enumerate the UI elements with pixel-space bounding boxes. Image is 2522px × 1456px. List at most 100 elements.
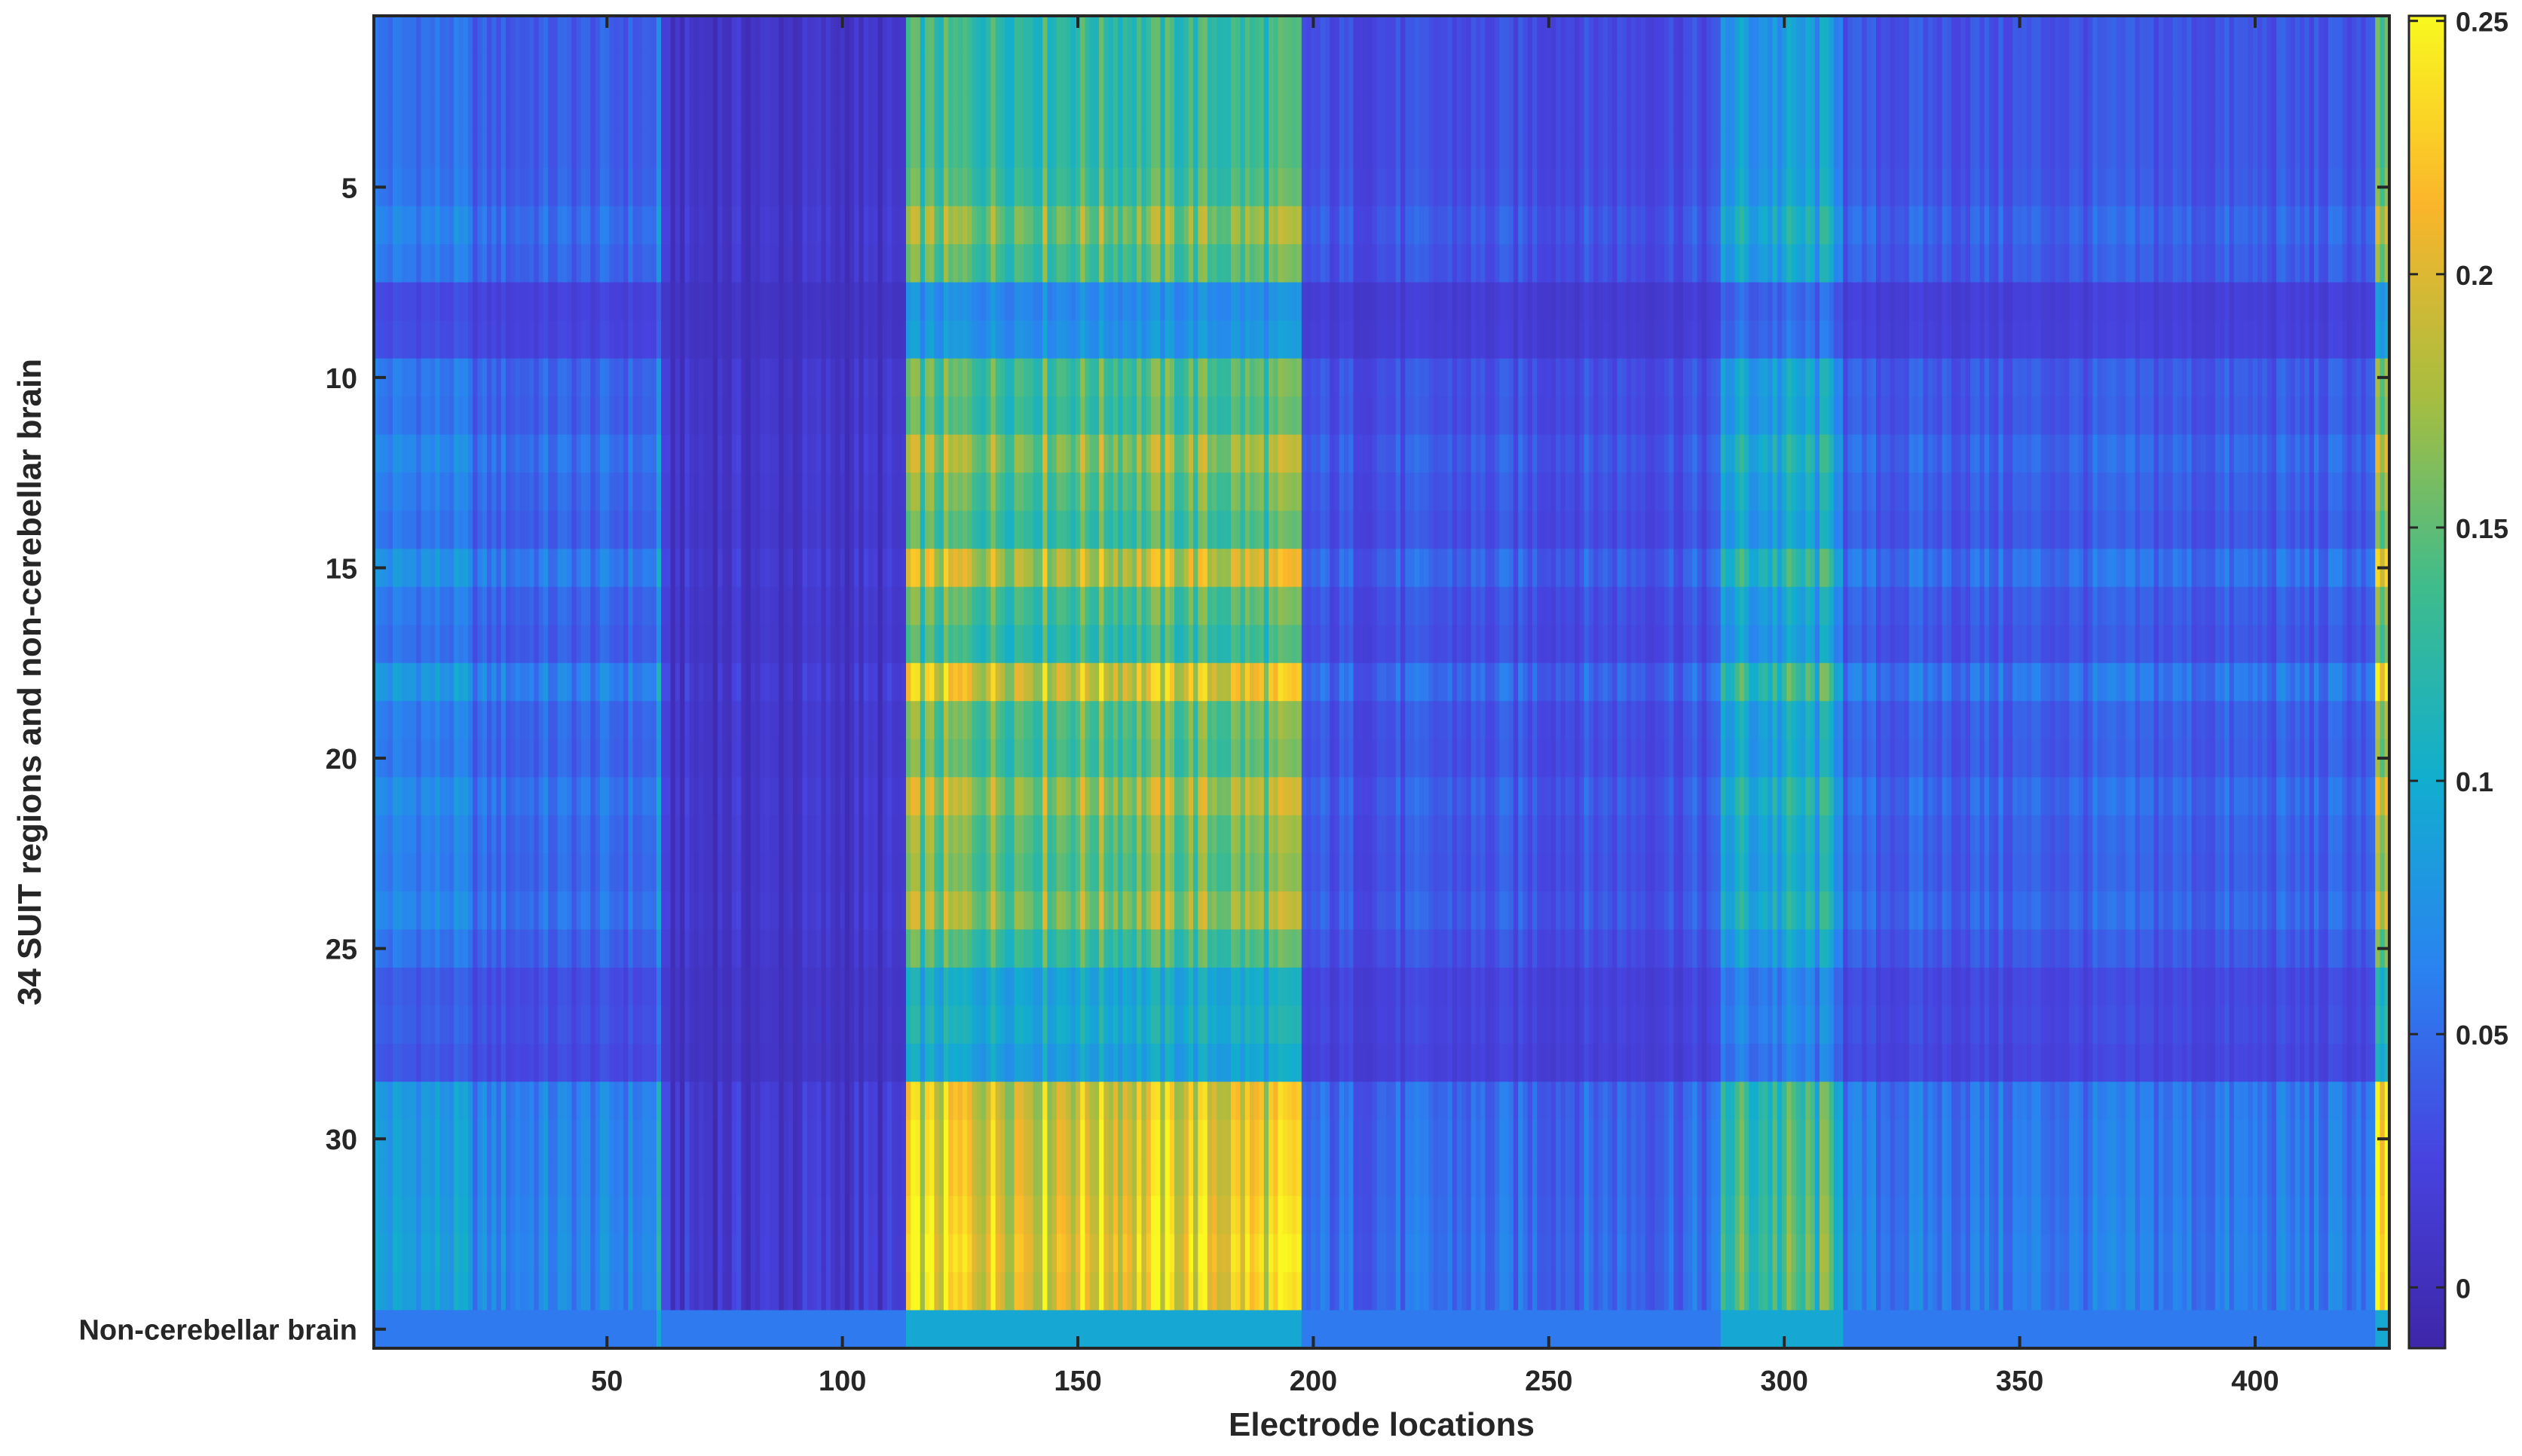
heatmap-cell bbox=[675, 701, 681, 740]
heatmap-cell bbox=[901, 967, 907, 1006]
heatmap-cell bbox=[680, 701, 685, 740]
heatmap-cell bbox=[609, 244, 615, 283]
heatmap-cell bbox=[779, 1271, 785, 1311]
heatmap-cell bbox=[854, 130, 860, 169]
heatmap-cell bbox=[760, 206, 766, 245]
heatmap-cell bbox=[397, 92, 403, 131]
heatmap-cell bbox=[693, 853, 699, 892]
heatmap-cell bbox=[806, 320, 813, 359]
heatmap-cell bbox=[825, 206, 831, 245]
heatmap-cell bbox=[392, 701, 398, 740]
heatmap-cell bbox=[609, 1271, 615, 1311]
heatmap-cell bbox=[500, 549, 507, 588]
heatmap-cell bbox=[722, 549, 728, 588]
heatmap-cell bbox=[618, 739, 624, 778]
heatmap-cell bbox=[637, 967, 643, 1006]
heatmap-cell bbox=[769, 625, 775, 664]
heatmap-cell bbox=[915, 1005, 921, 1045]
heatmap-cell bbox=[397, 244, 403, 283]
heatmap-cell bbox=[439, 1310, 445, 1349]
heatmap-cell bbox=[454, 473, 460, 512]
heatmap-cell bbox=[595, 320, 601, 359]
heatmap-cell bbox=[948, 662, 954, 702]
heatmap-cell bbox=[995, 815, 1001, 854]
heatmap-cell bbox=[623, 92, 629, 131]
heatmap-cell bbox=[1009, 1310, 1015, 1349]
heatmap-cell bbox=[387, 510, 393, 549]
heatmap-cell bbox=[962, 54, 968, 93]
heatmap-cell bbox=[543, 891, 549, 930]
heatmap-cell bbox=[1042, 891, 1048, 930]
heatmap-cell bbox=[689, 1195, 695, 1235]
heatmap-cell bbox=[703, 853, 709, 892]
heatmap-cell bbox=[623, 1195, 629, 1235]
heatmap-cell bbox=[590, 929, 596, 968]
heatmap-cell bbox=[816, 1195, 822, 1235]
heatmap-cell bbox=[986, 206, 992, 245]
heatmap-cell bbox=[882, 625, 888, 664]
heatmap-cell bbox=[812, 244, 817, 283]
heatmap-cell bbox=[783, 92, 789, 131]
heatmap-cell bbox=[378, 1081, 384, 1121]
heatmap-cell bbox=[793, 739, 798, 778]
heatmap-cell bbox=[741, 891, 747, 930]
heatmap-cell bbox=[703, 815, 709, 854]
heatmap-cell bbox=[779, 625, 785, 664]
heatmap-cell bbox=[1009, 510, 1015, 549]
heatmap-cell bbox=[548, 473, 554, 512]
heatmap-cell bbox=[868, 625, 874, 664]
heatmap-cell bbox=[1024, 1158, 1030, 1197]
heatmap-cell bbox=[473, 473, 479, 512]
heatmap-cell bbox=[877, 1234, 883, 1273]
heatmap-cell bbox=[976, 1310, 982, 1349]
heatmap-cell bbox=[567, 320, 572, 359]
heatmap-cell bbox=[651, 434, 657, 473]
heatmap-cell bbox=[731, 130, 737, 169]
heatmap-cell bbox=[840, 320, 846, 359]
heatmap-cell bbox=[948, 434, 954, 473]
heatmap-cell bbox=[529, 282, 535, 321]
heatmap-cell bbox=[849, 549, 855, 588]
heatmap-cell bbox=[680, 1119, 685, 1159]
heatmap-cell bbox=[905, 1195, 911, 1235]
heatmap-cell bbox=[901, 92, 907, 131]
heatmap-cell bbox=[614, 1271, 620, 1311]
heatmap-cell bbox=[505, 130, 511, 169]
heatmap-cell bbox=[482, 92, 488, 131]
heatmap-cell bbox=[821, 1158, 827, 1197]
heatmap-cell bbox=[473, 92, 479, 131]
heatmap-cell bbox=[868, 1195, 874, 1235]
heatmap-cell bbox=[571, 701, 577, 740]
heatmap-cell bbox=[972, 586, 978, 626]
heatmap-cell bbox=[374, 473, 379, 512]
heatmap-cell bbox=[835, 701, 841, 740]
heatmap-cell bbox=[699, 510, 704, 549]
heatmap-cell bbox=[844, 1195, 850, 1235]
heatmap-cell bbox=[712, 396, 718, 436]
heatmap-cell bbox=[699, 1005, 704, 1045]
heatmap-cell bbox=[1005, 777, 1011, 816]
heatmap-cell bbox=[1033, 130, 1039, 169]
heatmap-cell bbox=[684, 320, 690, 359]
heatmap-cell bbox=[680, 891, 685, 930]
heatmap-cell bbox=[505, 510, 511, 549]
heatmap-cell bbox=[614, 244, 620, 283]
heatmap-cell bbox=[604, 967, 610, 1006]
heatmap-cell bbox=[920, 967, 926, 1006]
heatmap-cell bbox=[736, 1310, 742, 1349]
heatmap-cell bbox=[887, 1195, 892, 1235]
heatmap-cell bbox=[774, 244, 779, 283]
heatmap-cell bbox=[1028, 1310, 1034, 1349]
heatmap-cell bbox=[783, 1195, 789, 1235]
heatmap-cell bbox=[990, 777, 996, 816]
heatmap-cell bbox=[868, 396, 874, 436]
heatmap-cell bbox=[675, 54, 681, 93]
heatmap-cell bbox=[718, 967, 723, 1006]
heatmap-cell bbox=[1005, 244, 1011, 283]
heatmap-cell bbox=[769, 1271, 775, 1311]
heatmap-cell bbox=[849, 1081, 855, 1121]
heatmap-cell bbox=[896, 739, 902, 778]
heatmap-cell bbox=[402, 358, 408, 397]
heatmap-cell bbox=[962, 1310, 968, 1349]
heatmap-cell bbox=[1024, 244, 1030, 283]
